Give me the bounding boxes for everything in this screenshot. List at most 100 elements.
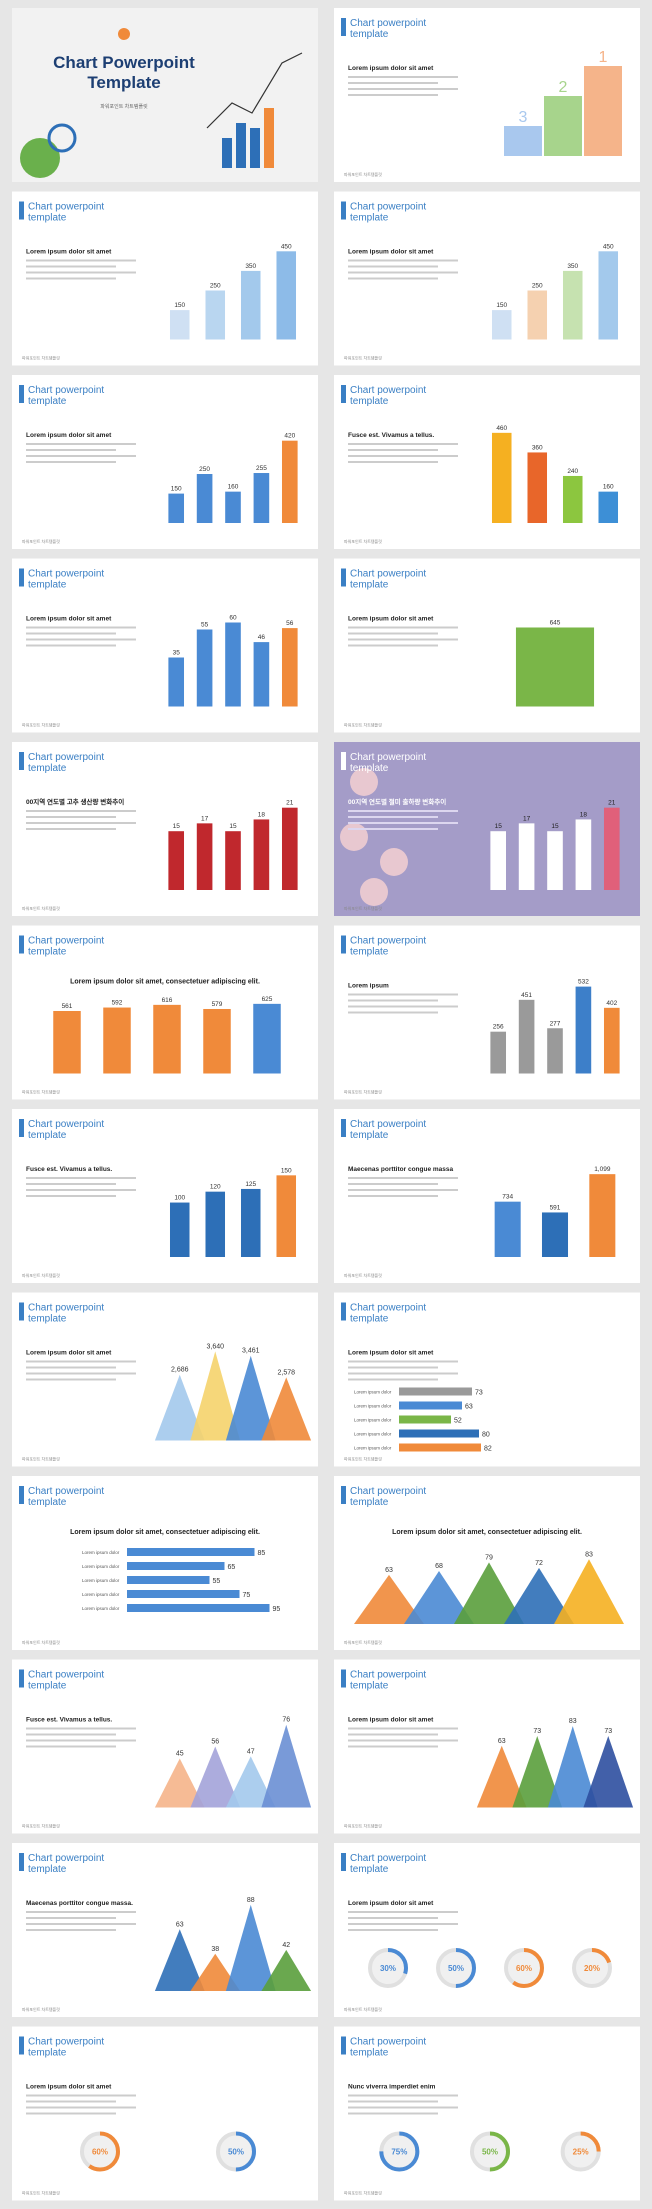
hbar-label: 55 [213, 1578, 221, 1585]
bar [168, 657, 185, 707]
title-marker [341, 201, 346, 220]
ring-arc [470, 2131, 510, 2172]
heading: Maecenas porttitor congue massa [348, 1166, 453, 1173]
text-line [348, 632, 438, 635]
footer: 파워포인트 차트템플릿 [344, 1272, 382, 1278]
bar-category: Lorem ipsum dolor [82, 1592, 120, 1597]
text-line [26, 810, 136, 812]
heading: Lorem ipsum dolor sit amet [26, 432, 112, 439]
text-line [26, 632, 116, 635]
text-line [348, 1727, 458, 1730]
peak [404, 1570, 474, 1624]
peak-label: 76 [282, 1717, 290, 1724]
bar-category: Lorem ipsum dolor [354, 1432, 392, 1437]
slide-title: template [350, 1864, 389, 1875]
heading: Maecenas porttitor congue massa. [26, 1900, 133, 1907]
bar [168, 831, 185, 890]
flower [340, 823, 368, 851]
heading: Lorem ipsum dolor sit amet [26, 249, 112, 256]
bar-label: 160 [228, 484, 239, 491]
slide-title: template [28, 947, 67, 958]
bar [276, 1175, 297, 1257]
text-line [26, 277, 116, 280]
ring-arc [80, 2131, 120, 2172]
text-line [348, 94, 438, 96]
slide-title: template [350, 1314, 389, 1325]
text-line [348, 1911, 458, 1913]
text-line [348, 1183, 438, 1185]
slide-title: Chart powerpoint [28, 202, 104, 213]
slide-title: Chart powerpoint [350, 1119, 426, 1130]
bar [253, 473, 270, 523]
text-line [26, 1929, 116, 1931]
text-line [348, 76, 458, 78]
footer: 파워포인트 차트템플릿 [22, 905, 60, 911]
slide-title: template [28, 1681, 67, 1692]
bar-category: Lorem ipsum dolor [82, 1606, 120, 1611]
text-line [26, 271, 136, 274]
text-line [348, 999, 438, 1002]
hbar [399, 1443, 481, 1452]
peak [583, 1735, 634, 1808]
bar-label: 150 [174, 302, 185, 309]
slide-title: template [350, 763, 389, 774]
peak [547, 1726, 598, 1808]
bar-label: 17 [201, 815, 209, 822]
text-line [26, 1739, 136, 1742]
bar-category: Lorem ipsum dolor [354, 1418, 392, 1423]
peak-label: 47 [247, 1748, 255, 1755]
bar-label: 256 [493, 1024, 504, 1031]
footer: 파워포인트 차트템플릿 [22, 1089, 60, 1095]
text-line [26, 265, 116, 268]
bar [196, 629, 213, 707]
text-line [348, 810, 458, 812]
title-marker [19, 568, 24, 587]
ring-label: 75% [391, 2148, 407, 2157]
bar-label: 1,099 [594, 1166, 611, 1173]
text-line [26, 2112, 116, 2115]
peak [261, 1377, 312, 1441]
ring-label: 60% [92, 2148, 108, 2157]
heading: Lorem ipsum dolor sit amet [26, 1350, 112, 1357]
bar [527, 452, 548, 523]
text-line [348, 1360, 458, 1363]
hbar-label: 63 [465, 1404, 473, 1411]
bar-label: 120 [210, 1184, 221, 1191]
slide-title: Chart powerpoint [28, 936, 104, 947]
text-line [26, 638, 136, 641]
bar [276, 251, 297, 340]
footer: 파워포인트 차트템플릿 [22, 2190, 60, 2196]
text-line [26, 822, 136, 824]
hbar-label: 75 [243, 1592, 251, 1599]
bar-label: 460 [496, 425, 507, 432]
slide-title: Chart powerpoint [28, 752, 104, 763]
bar-label: 18 [580, 811, 588, 818]
bar-label: 21 [286, 800, 294, 807]
slide-title: Chart powerpoint [28, 1853, 104, 1864]
text-line [26, 259, 136, 262]
bar-label: 255 [256, 465, 267, 472]
bar [253, 819, 270, 890]
bar-label: 150 [171, 486, 182, 493]
peak-label: 42 [282, 1942, 290, 1949]
bar [240, 270, 261, 340]
ring-arc [560, 2131, 601, 2172]
bar [253, 642, 270, 707]
text-line [348, 1733, 438, 1736]
bar-label: 250 [532, 283, 543, 290]
bar-category: Lorem ipsum dolor [354, 1404, 392, 1409]
slide-title: Chart powerpoint [28, 2037, 104, 2048]
ring-arc [504, 1948, 544, 1988]
slide-title: Chart powerpoint [28, 1303, 104, 1314]
hbar [399, 1401, 462, 1410]
text-line [348, 1923, 458, 1925]
text-line [348, 259, 458, 262]
heading: Lorem ipsum dolor sit amet [348, 616, 434, 623]
title-marker [341, 1853, 346, 1871]
